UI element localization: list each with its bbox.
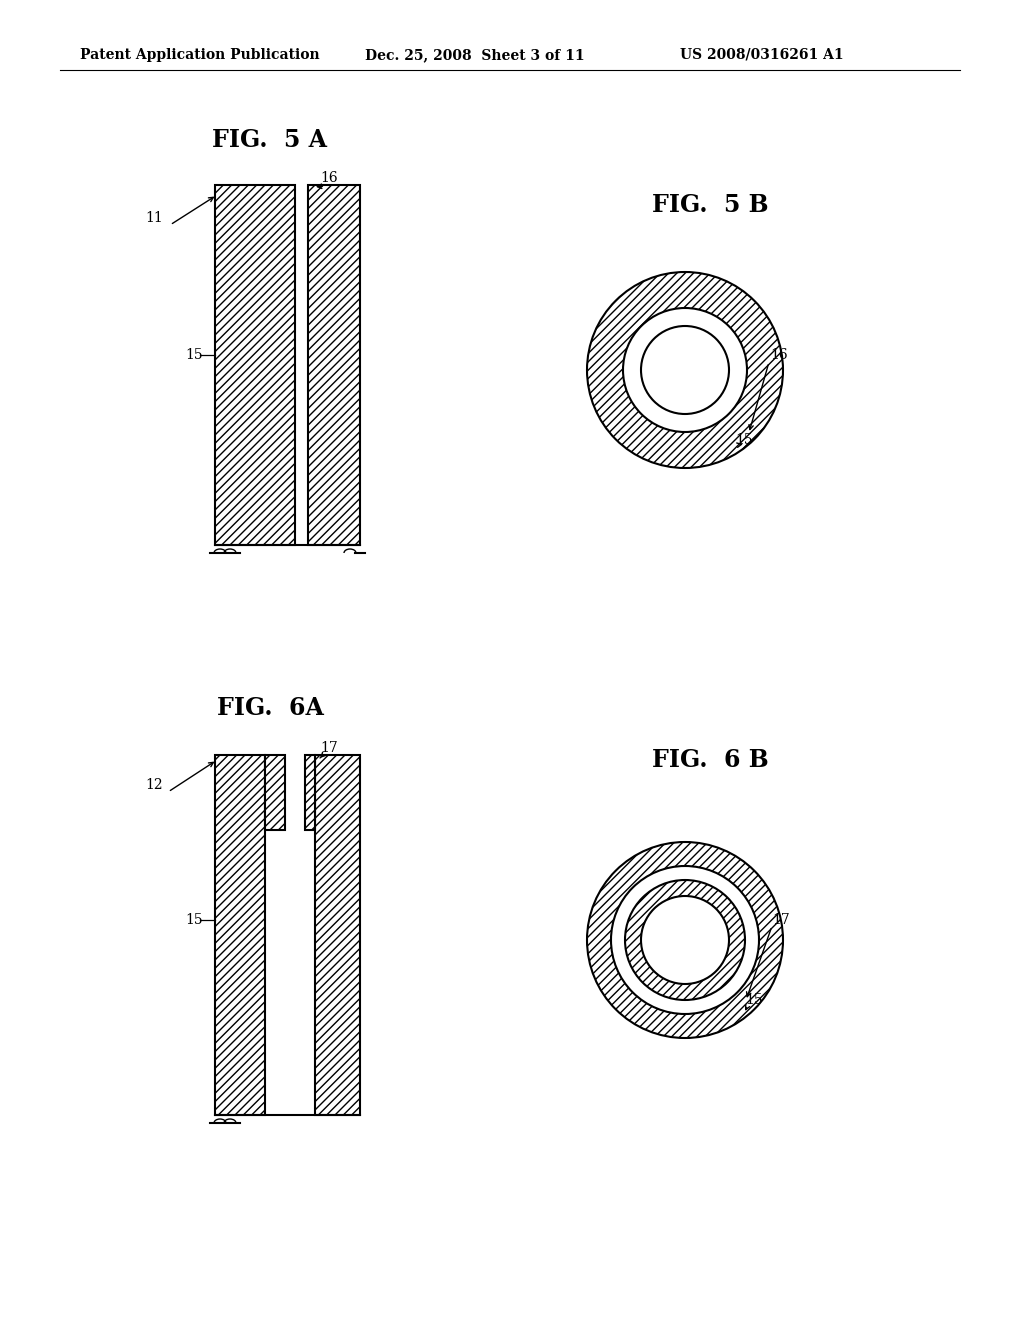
Bar xyxy=(265,755,285,830)
Text: FIG.  6A: FIG. 6A xyxy=(216,696,324,719)
Text: FIG.  5 B: FIG. 5 B xyxy=(651,193,768,216)
Text: Dec. 25, 2008  Sheet 3 of 11: Dec. 25, 2008 Sheet 3 of 11 xyxy=(365,48,585,62)
Bar xyxy=(308,185,360,545)
Circle shape xyxy=(611,866,759,1014)
Text: 17: 17 xyxy=(319,741,338,755)
Circle shape xyxy=(623,308,746,432)
Text: 15: 15 xyxy=(735,433,753,447)
Bar xyxy=(215,185,295,545)
Text: Patent Application Publication: Patent Application Publication xyxy=(80,48,319,62)
Text: US 2008/0316261 A1: US 2008/0316261 A1 xyxy=(680,48,844,62)
Circle shape xyxy=(587,272,783,469)
Text: 12: 12 xyxy=(145,777,163,792)
Circle shape xyxy=(641,896,729,983)
Circle shape xyxy=(587,842,783,1038)
Text: 16: 16 xyxy=(770,348,787,362)
Text: 17: 17 xyxy=(772,913,790,927)
Text: FIG.  6 B: FIG. 6 B xyxy=(651,748,768,772)
Text: 15: 15 xyxy=(185,348,203,362)
Bar xyxy=(315,755,360,1115)
Bar xyxy=(305,755,315,830)
Text: FIG.  5 A: FIG. 5 A xyxy=(213,128,328,152)
Text: 11: 11 xyxy=(145,211,163,224)
Circle shape xyxy=(625,880,745,1001)
Text: 15: 15 xyxy=(185,913,203,927)
Bar xyxy=(215,755,265,1115)
Circle shape xyxy=(641,326,729,414)
Text: 16: 16 xyxy=(319,172,338,185)
Text: 15: 15 xyxy=(745,993,763,1007)
